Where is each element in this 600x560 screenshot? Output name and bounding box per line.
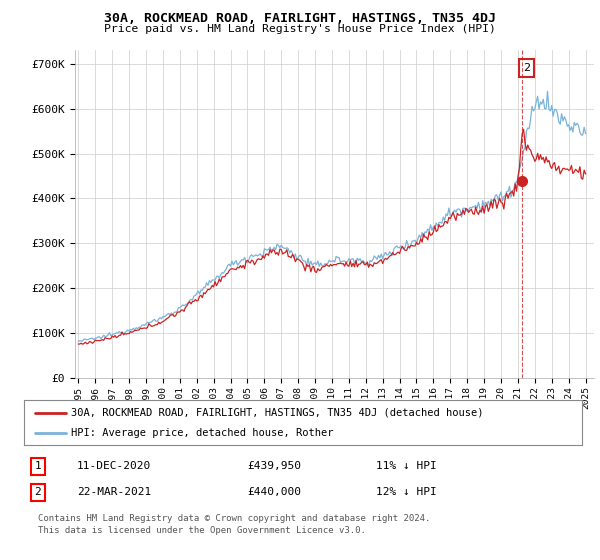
Text: 1: 1	[35, 461, 41, 472]
Text: £439,950: £439,950	[247, 461, 301, 472]
Text: 22-MAR-2021: 22-MAR-2021	[77, 487, 151, 497]
Text: 2: 2	[35, 487, 41, 497]
Text: Contains HM Land Registry data © Crown copyright and database right 2024.
This d: Contains HM Land Registry data © Crown c…	[38, 514, 430, 535]
Text: 30A, ROCKMEAD ROAD, FAIRLIGHT, HASTINGS, TN35 4DJ (detached house): 30A, ROCKMEAD ROAD, FAIRLIGHT, HASTINGS,…	[71, 408, 484, 418]
Text: £440,000: £440,000	[247, 487, 301, 497]
Text: Price paid vs. HM Land Registry's House Price Index (HPI): Price paid vs. HM Land Registry's House …	[104, 24, 496, 34]
Text: 12% ↓ HPI: 12% ↓ HPI	[376, 487, 436, 497]
Text: 11% ↓ HPI: 11% ↓ HPI	[376, 461, 436, 472]
Text: 2: 2	[523, 63, 530, 73]
Text: HPI: Average price, detached house, Rother: HPI: Average price, detached house, Roth…	[71, 428, 334, 438]
Text: 11-DEC-2020: 11-DEC-2020	[77, 461, 151, 472]
Text: 30A, ROCKMEAD ROAD, FAIRLIGHT, HASTINGS, TN35 4DJ: 30A, ROCKMEAD ROAD, FAIRLIGHT, HASTINGS,…	[104, 12, 496, 25]
